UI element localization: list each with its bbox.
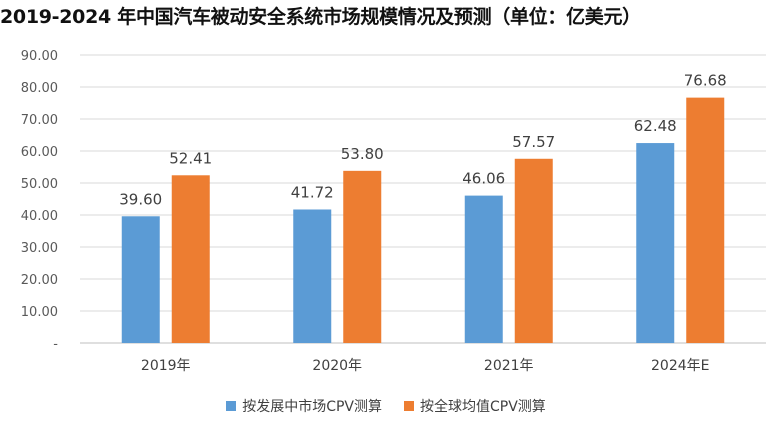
bar-series-2 [686,97,725,344]
bar-series-2 [171,175,210,343]
legend-swatch-orange [404,401,414,411]
data-label: 46.06 [462,170,505,188]
legend-swatch-blue [226,401,237,411]
bar-series-1 [121,216,160,343]
y-tick-label: 10.00 [21,305,58,320]
bar-series-2 [343,170,382,343]
y-tick-label: 90.00 [21,49,58,64]
legend-item-series-2: 按全球均值CPV测算 [404,396,546,416]
y-tick-label: 40.00 [21,209,58,224]
data-label: 76.68 [684,72,727,90]
legend-label: 按发展中市场CPV测算 [242,399,382,415]
x-category-label: 2021年 [484,358,534,374]
bar-series-2 [514,158,553,343]
data-label: 62.48 [634,117,677,135]
x-category-label: 2019年 [141,358,191,374]
data-label: 57.57 [512,133,555,151]
y-tick-label: 80.00 [21,81,58,96]
y-tick-label: 50.00 [21,177,58,192]
data-label: 53.80 [341,145,384,163]
y-tick-label: 30.00 [21,241,58,256]
bar-series-1 [464,195,503,343]
data-label: 52.41 [169,149,212,167]
chart-legend: 按发展中市场CPV测算 按全球均值CPV测算 [0,396,772,416]
legend-item-series-1: 按发展中市场CPV测算 [226,396,382,416]
bar-series-1 [293,209,332,343]
data-label: 41.72 [291,183,334,201]
y-tick-label: 70.00 [21,113,58,128]
legend-label: 按全球均值CPV测算 [420,399,546,415]
x-category-label: 2020年 [312,358,362,374]
data-label: 39.60 [119,190,162,208]
y-tick-label: 60.00 [21,145,58,160]
chart-title: 2019-2024 年中国汽车被动安全系统市场规模情况及预测（单位：亿美元） [0,6,641,28]
y-tick-label: 20.00 [21,273,58,288]
y-tick-label: - [53,337,58,352]
bar-series-1 [636,143,675,343]
x-category-label: 2024年E [651,358,709,374]
